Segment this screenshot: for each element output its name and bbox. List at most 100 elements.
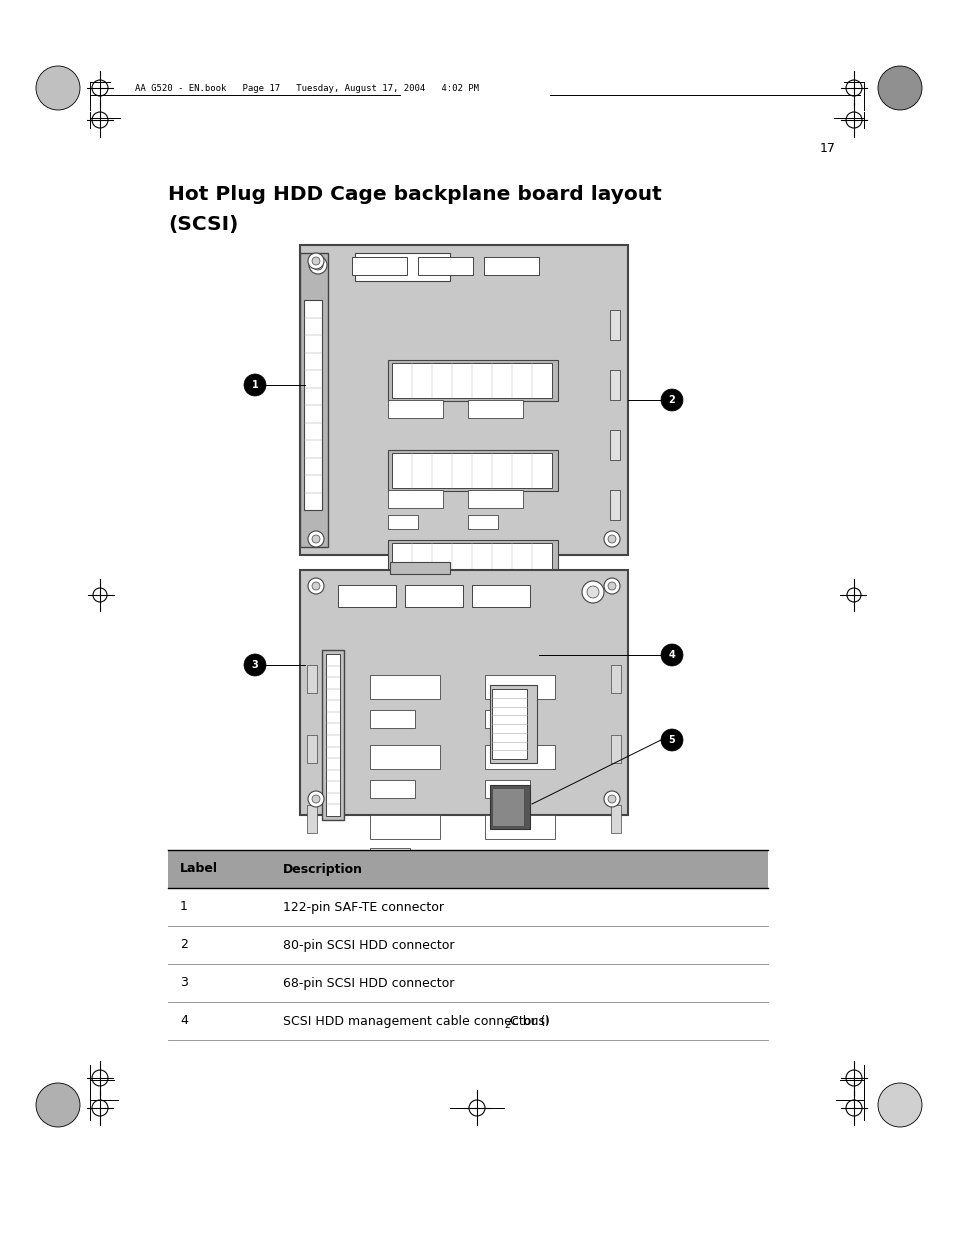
Circle shape	[308, 531, 324, 547]
Bar	[484, 781, 530, 798]
Text: 2: 2	[503, 1021, 509, 1030]
Circle shape	[308, 790, 324, 806]
Text: 17: 17	[820, 142, 835, 154]
Bar	[388, 400, 442, 417]
Bar	[392, 363, 552, 398]
Bar	[484, 676, 555, 699]
Text: Description: Description	[283, 862, 363, 876]
Bar	[370, 781, 415, 798]
Text: 4: 4	[668, 650, 675, 659]
Bar	[610, 805, 620, 832]
Text: 5: 5	[668, 735, 675, 745]
Circle shape	[312, 795, 319, 803]
Bar	[299, 245, 627, 555]
Bar	[370, 710, 415, 727]
Circle shape	[312, 582, 319, 590]
Bar	[307, 805, 316, 832]
Text: 1: 1	[180, 900, 188, 914]
Circle shape	[607, 582, 616, 590]
Text: AA G520 - EN.book   Page 17   Tuesday, August 17, 2004   4:02 PM: AA G520 - EN.book Page 17 Tuesday, Augus…	[135, 84, 478, 93]
Bar	[370, 815, 439, 839]
Text: 1: 1	[252, 380, 258, 390]
Bar	[307, 664, 316, 693]
Bar	[483, 257, 538, 275]
Bar	[370, 676, 439, 699]
Bar	[492, 788, 523, 826]
Bar	[388, 603, 417, 618]
Bar	[352, 257, 407, 275]
Bar	[326, 655, 339, 816]
Bar	[392, 638, 552, 666]
Text: 122-pin SAF-TE connector: 122-pin SAF-TE connector	[283, 900, 443, 914]
Bar	[484, 745, 555, 769]
Text: Label: Label	[180, 862, 218, 876]
Circle shape	[660, 729, 682, 751]
Bar	[168, 850, 767, 888]
Circle shape	[607, 535, 616, 543]
Bar	[609, 430, 619, 459]
Circle shape	[603, 531, 619, 547]
Circle shape	[877, 1083, 921, 1128]
Bar	[388, 585, 442, 603]
Circle shape	[313, 261, 323, 270]
Bar	[609, 370, 619, 400]
Bar	[307, 735, 316, 763]
Text: 4: 4	[180, 1014, 188, 1028]
Bar	[468, 515, 497, 529]
Circle shape	[581, 580, 603, 603]
Text: (SCSI): (SCSI)	[168, 215, 238, 233]
Text: 2: 2	[668, 395, 675, 405]
Circle shape	[312, 257, 319, 266]
Bar	[492, 689, 526, 760]
Circle shape	[607, 795, 616, 803]
Bar	[484, 710, 530, 727]
Bar	[490, 685, 537, 763]
Bar	[388, 540, 558, 580]
Bar	[610, 735, 620, 763]
Bar	[388, 490, 442, 508]
Bar	[299, 571, 627, 815]
Text: 80-pin SCSI HDD connector: 80-pin SCSI HDD connector	[283, 939, 454, 951]
Circle shape	[877, 65, 921, 110]
Bar	[388, 635, 558, 669]
Bar	[304, 300, 322, 510]
Bar	[484, 815, 555, 839]
Bar	[390, 562, 450, 574]
Text: 3: 3	[252, 659, 258, 671]
Circle shape	[309, 256, 327, 274]
Bar	[417, 257, 473, 275]
Bar	[322, 650, 344, 820]
Text: 68-pin SCSI HDD connector: 68-pin SCSI HDD connector	[283, 977, 454, 989]
Circle shape	[308, 253, 324, 269]
Text: SCSI HDD management cable connector (I: SCSI HDD management cable connector (I	[283, 1014, 548, 1028]
Circle shape	[660, 389, 682, 411]
Bar	[610, 664, 620, 693]
Bar	[370, 745, 439, 769]
Bar	[388, 359, 558, 401]
Bar	[468, 400, 522, 417]
Circle shape	[244, 374, 266, 396]
Bar	[468, 585, 522, 603]
Circle shape	[660, 643, 682, 666]
Text: Hot Plug HDD Cage backplane board layout: Hot Plug HDD Cage backplane board layout	[168, 185, 661, 204]
Circle shape	[603, 578, 619, 594]
Bar	[472, 585, 530, 606]
Bar	[405, 585, 462, 606]
Bar	[370, 848, 410, 864]
Bar	[468, 490, 522, 508]
Bar	[609, 490, 619, 520]
Bar	[388, 515, 417, 529]
Circle shape	[36, 1083, 80, 1128]
Circle shape	[244, 655, 266, 676]
Bar	[330, 620, 352, 680]
Bar	[392, 543, 552, 578]
Text: 2: 2	[180, 939, 188, 951]
Text: C bus): C bus)	[509, 1014, 549, 1028]
Bar	[299, 253, 328, 547]
Bar	[355, 253, 450, 282]
Circle shape	[603, 790, 619, 806]
Bar	[609, 310, 619, 340]
Bar	[490, 785, 530, 829]
Bar	[388, 450, 558, 492]
Circle shape	[308, 578, 324, 594]
